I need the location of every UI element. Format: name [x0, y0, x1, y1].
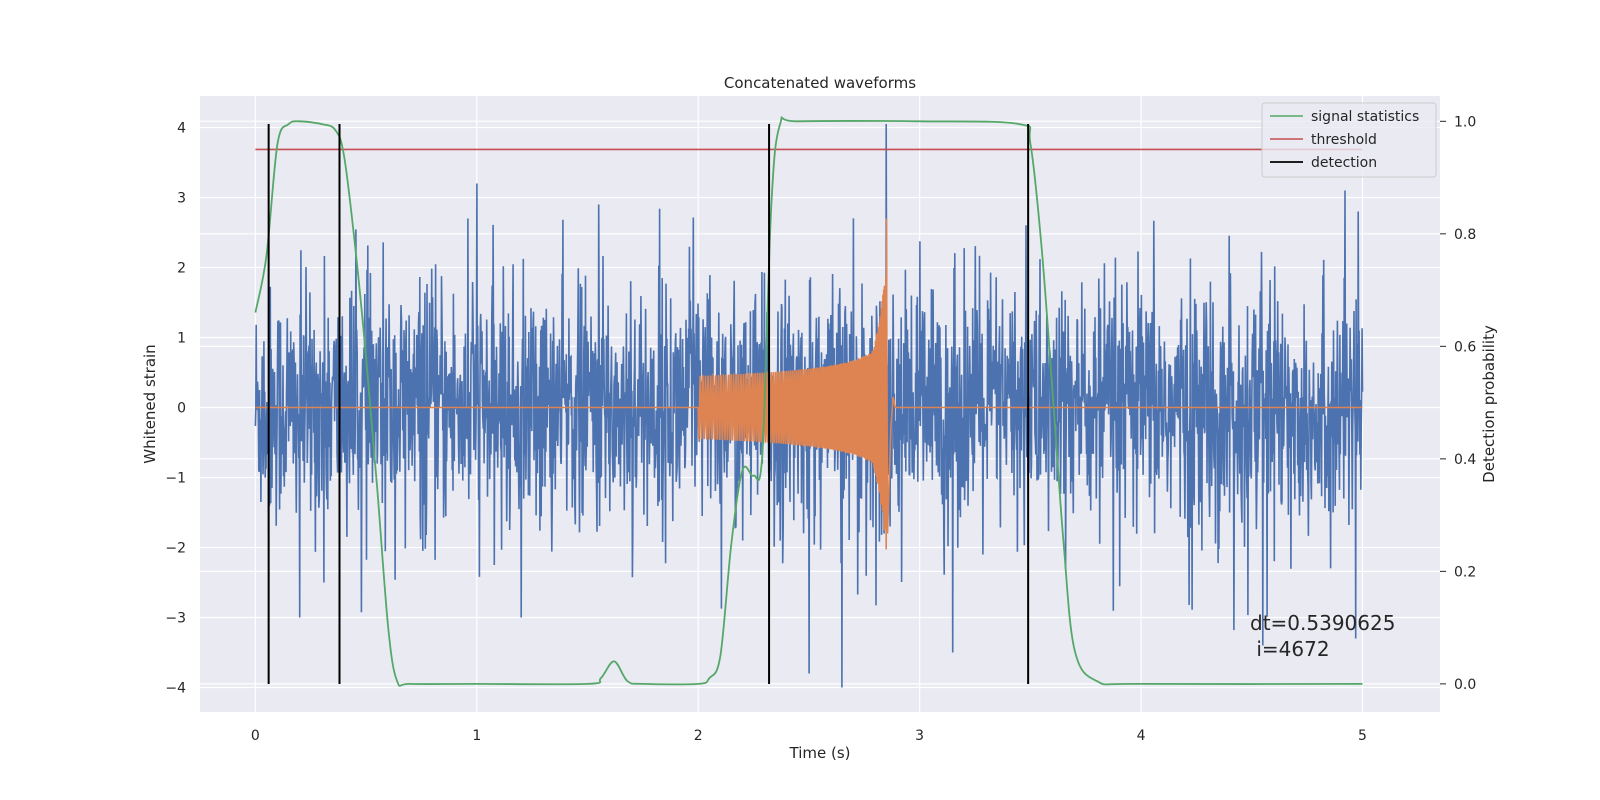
y-tick-label: 4: [177, 121, 186, 137]
x-tick-label: 5: [1358, 728, 1367, 744]
y-tick-label: 1: [177, 331, 186, 347]
y-axis-ticks: −4 −3 −2 −1 0 1 2 3 4: [165, 121, 186, 697]
signal-statistics-line: [254, 116, 1363, 687]
y2-tick-label: 0.6: [1454, 339, 1476, 355]
y2-axis-ticks: 0.0 0.2 0.4 0.6 0.8 1.0: [1440, 114, 1476, 693]
noise-series: [254, 123, 1364, 688]
x-tick-label: 4: [1137, 728, 1146, 744]
y2-tick-label: 0.4: [1454, 452, 1476, 468]
legend-label-threshold: threshold: [1311, 132, 1377, 148]
x-axis-ticks: 0 1 2 3 4 5: [251, 728, 1367, 744]
legend-label-signal-statistics: signal statistics: [1311, 109, 1419, 125]
y2-tick-label: 0.2: [1454, 564, 1476, 580]
x-tick-label: 0: [251, 728, 260, 744]
y-tick-label: −1: [165, 471, 186, 487]
plot-area: [254, 116, 1364, 688]
chirp-series: [255, 218, 1363, 550]
y-tick-label: 2: [177, 261, 186, 277]
legend-box: [1261, 102, 1437, 178]
y2-axis-label: Detection probability: [1480, 325, 1498, 483]
y-tick-label: 0: [177, 401, 186, 417]
annotation-dt: dt=0.5390625: [1250, 611, 1395, 635]
annotation: dt=0.5390625 i=4672: [1250, 611, 1395, 661]
x-tick-label: 1: [472, 728, 481, 744]
y2-tick-label: 0.0: [1454, 677, 1476, 693]
y2-tick-label: 0.8: [1454, 227, 1476, 243]
y-tick-label: −4: [165, 681, 186, 697]
y-axis-label: Whitened strain: [141, 344, 159, 463]
x-tick-label: 3: [915, 728, 924, 744]
legend-label-detection: detection: [1311, 155, 1377, 171]
y-tick-label: −3: [165, 611, 186, 627]
y-tick-label: −2: [165, 541, 186, 557]
y-tick-label: 3: [177, 191, 186, 207]
x-tick-label: 2: [694, 728, 703, 744]
x-axis-label: Time (s): [789, 744, 851, 762]
legend: signal statistics threshold detection: [1261, 102, 1437, 178]
annotation-i: i=4672: [1250, 637, 1330, 661]
y2-tick-label: 1.0: [1454, 114, 1476, 130]
chart-title: Concatenated waveforms: [724, 74, 916, 92]
